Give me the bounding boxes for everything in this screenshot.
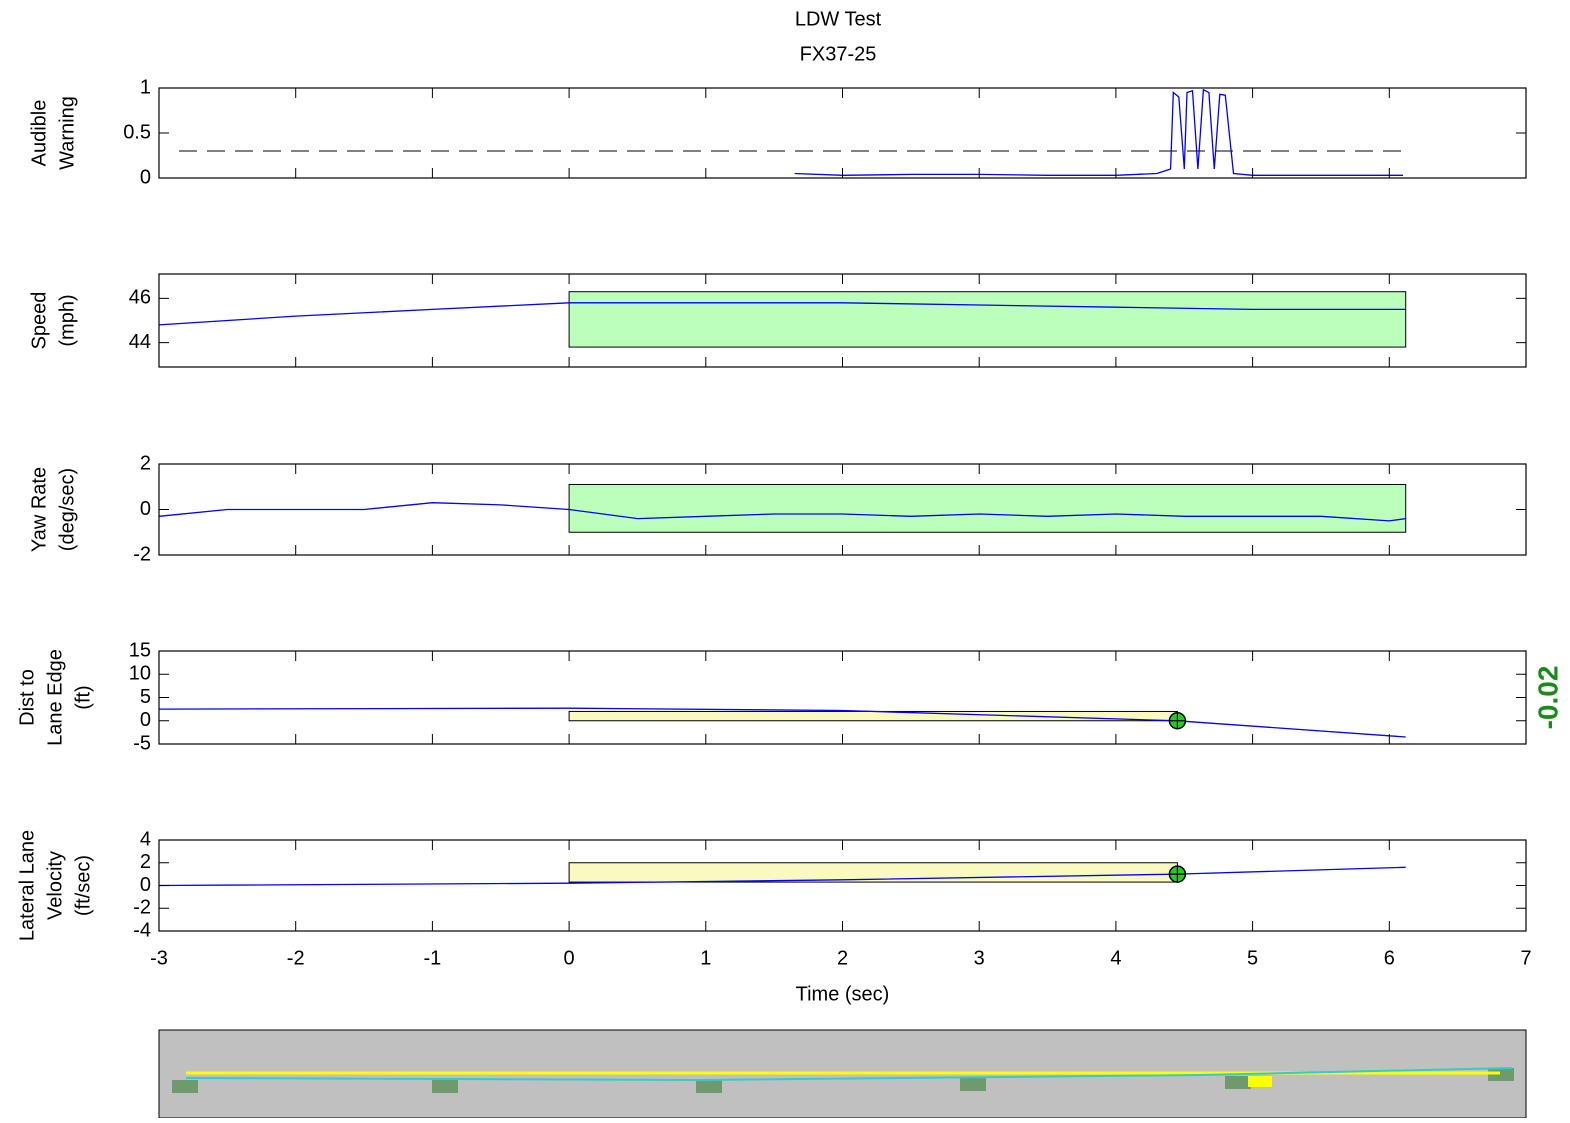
- axes: -2 0 2 Yaw Rate (deg/sec): [28, 452, 1527, 565]
- y-axis-label: (ft): [72, 685, 94, 709]
- y-tick-label: 46: [129, 287, 151, 309]
- y-tick-label: 0: [140, 166, 151, 188]
- y-axis-label: Velocity: [44, 851, 66, 920]
- lane-view: [158, 1029, 1527, 1119]
- y-tick-label: -5: [133, 732, 151, 754]
- x-tick-label: 3: [974, 947, 985, 969]
- y-tick-label: 0: [140, 709, 151, 731]
- y-tick-label: -2: [133, 897, 151, 919]
- x-tick-label: 4: [1110, 947, 1121, 969]
- y-tick-label: 0: [140, 498, 151, 520]
- y-tick-label: -2: [133, 543, 151, 565]
- y-axis-label: Lateral Lane: [16, 830, 38, 941]
- plot-area: [159, 651, 1526, 744]
- y-tick-label: 0.5: [123, 121, 151, 143]
- y-axis-label: (deg/sec): [56, 468, 78, 551]
- y-axis-label: Speed: [28, 292, 50, 350]
- lane-marker-block: [696, 1080, 722, 1093]
- marker-cross: [1169, 866, 1186, 883]
- data-line: [158, 302, 1406, 326]
- x-tick-label: 0: [564, 947, 575, 969]
- y-axis-label: Warning: [56, 96, 78, 170]
- y-tick-label: -4: [133, 919, 151, 941]
- y-tick-label: 2: [140, 851, 151, 873]
- chart-subtitle: FX37-25: [800, 43, 877, 65]
- x-tick-label: -1: [424, 947, 442, 969]
- data-line: [158, 707, 1406, 738]
- axes: 44 46 Speed (mph): [28, 273, 1527, 368]
- lane-marker-block: [432, 1080, 458, 1093]
- y-tick-label: 15: [129, 639, 151, 661]
- plot-area: [159, 840, 1526, 931]
- data-line: [158, 866, 1406, 887]
- lane-marker-block: [172, 1080, 198, 1093]
- axes: LDW Test FX37-25 0 0.5 1 Audible Warning: [28, 8, 1527, 188]
- y-tick-label: 44: [129, 331, 151, 353]
- y-tick-label: 2: [140, 452, 151, 474]
- vehicle: [1248, 1076, 1272, 1087]
- plot-area: [159, 88, 1526, 178]
- y-axis-label: Yaw Rate: [28, 467, 50, 552]
- marker-cross: [1169, 712, 1186, 729]
- band: [568, 483, 1407, 533]
- x-tick-label: 7: [1520, 947, 1531, 969]
- x-tick-label: 5: [1247, 947, 1258, 969]
- lane-marker-block: [960, 1078, 986, 1091]
- x-tick-label: -3: [150, 947, 168, 969]
- y-tick-label: 0: [140, 874, 151, 896]
- data-line: [158, 502, 1406, 522]
- y-axis-label: Dist to: [16, 669, 38, 726]
- lane-marker-block: [1488, 1068, 1514, 1081]
- y-axis-label: (ft/sec): [72, 855, 94, 916]
- y-axis-label: (mph): [56, 294, 78, 346]
- chart-title: LDW Test: [795, 8, 882, 30]
- y-tick-label: 5: [140, 686, 151, 708]
- y-tick-label: 4: [140, 828, 151, 850]
- data-line: [794, 88, 1403, 176]
- x-axis-label: Time (sec): [796, 983, 890, 1005]
- y-tick-label: 1: [140, 76, 151, 98]
- band: [568, 710, 1178, 722]
- band: [568, 291, 1407, 348]
- x-tick-label: 1: [700, 947, 711, 969]
- y-axis-label: Lane Edge: [44, 649, 66, 746]
- annotation: -0.02: [1532, 666, 1563, 730]
- y-tick-label: 10: [129, 663, 151, 685]
- lane-marker-block: [1225, 1076, 1251, 1089]
- x-tick-label: -2: [287, 947, 305, 969]
- x-tick-label: 6: [1384, 947, 1395, 969]
- x-tick-label: 2: [837, 947, 848, 969]
- vehicle-path: [185, 1067, 1513, 1082]
- y-axis-label: Audible: [28, 100, 50, 167]
